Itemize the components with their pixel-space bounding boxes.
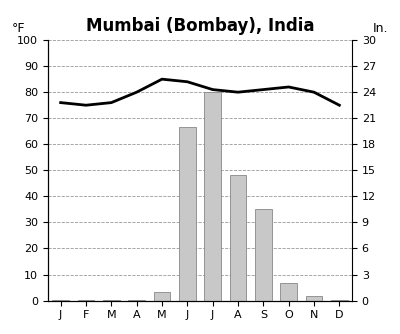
- Bar: [204, 92, 221, 301]
- Bar: [255, 209, 272, 301]
- Text: °F: °F: [12, 22, 25, 35]
- Bar: [179, 127, 196, 301]
- Text: In.: In.: [373, 22, 388, 35]
- Bar: [128, 300, 145, 301]
- Bar: [306, 296, 322, 301]
- Text: Mumbai (Bombay), India: Mumbai (Bombay), India: [86, 17, 314, 35]
- Bar: [78, 300, 94, 301]
- Bar: [154, 292, 170, 301]
- Bar: [331, 300, 348, 301]
- Bar: [280, 283, 297, 301]
- Bar: [52, 300, 69, 301]
- Bar: [230, 175, 246, 301]
- Bar: [103, 300, 120, 301]
